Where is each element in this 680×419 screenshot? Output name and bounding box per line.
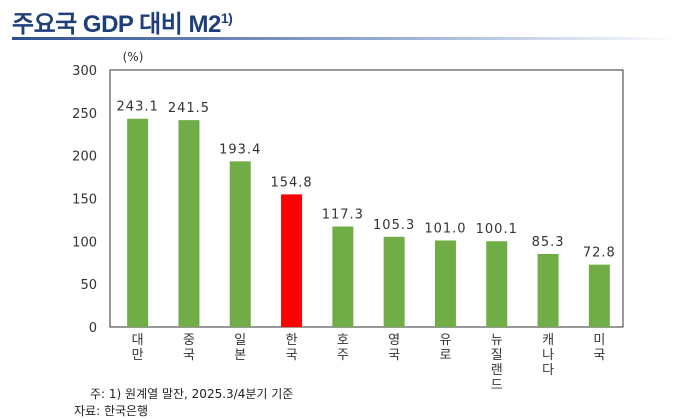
plot-frame <box>109 69 624 328</box>
y-unit-label: (%) <box>123 50 144 64</box>
bar <box>281 194 303 327</box>
bar <box>127 118 149 328</box>
data-label: 101.0 <box>424 221 466 236</box>
title-footnote-mark: 1) <box>220 10 233 26</box>
y-tick-label: 100 <box>72 235 97 250</box>
y-tick-label: 300 <box>72 64 97 79</box>
title-underline <box>12 37 680 40</box>
source-note: 자료: 한국은행 <box>74 404 149 418</box>
bar <box>588 264 610 327</box>
data-label: 105.3 <box>373 218 415 233</box>
data-label: 243.1 <box>117 100 159 115</box>
y-tick-label: 250 <box>72 107 97 122</box>
footnote: 주: 1) 원계열 말잔, 2025.3/4분기 기준 <box>90 387 294 401</box>
bar <box>332 226 354 327</box>
data-label: 193.4 <box>219 142 261 157</box>
data-label: 117.3 <box>322 208 364 223</box>
y-tick-label: 200 <box>72 150 97 165</box>
bar <box>229 161 251 327</box>
bar <box>537 253 559 327</box>
data-label: 72.8 <box>583 246 616 261</box>
bar <box>486 241 508 327</box>
bar <box>178 120 200 328</box>
y-tick-label: 150 <box>72 193 97 208</box>
bar <box>383 236 405 327</box>
data-label: 154.8 <box>270 175 312 190</box>
data-label: 100.1 <box>476 222 518 237</box>
title-text: 주요국 GDP 대비 M2 <box>12 11 221 38</box>
y-tick-label: 50 <box>80 278 97 293</box>
data-label: 85.3 <box>532 235 565 250</box>
bar <box>434 240 456 327</box>
data-label: 241.5 <box>168 101 210 116</box>
page-title: 주요국 GDP 대비 M21) <box>12 4 233 39</box>
y-tick-label: 0 <box>89 321 97 336</box>
